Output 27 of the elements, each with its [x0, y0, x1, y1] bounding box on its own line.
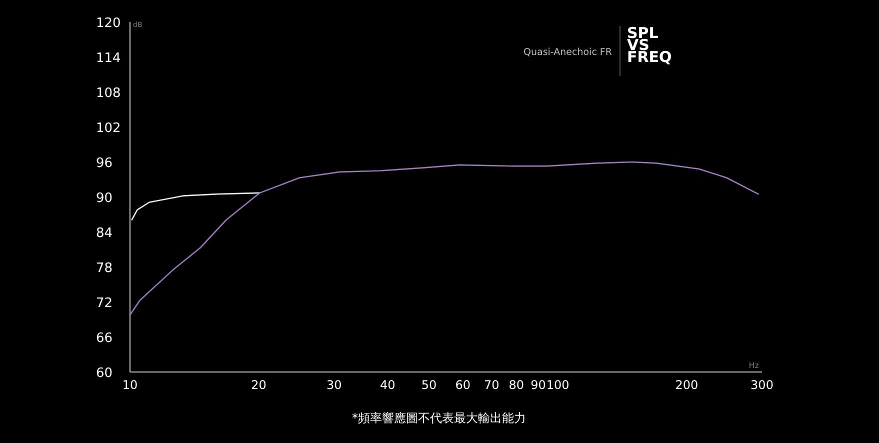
text: *頻率響應圖不代表最大輸出能力 [352, 411, 526, 425]
x-tick-label: 20 [251, 378, 266, 392]
x-tick-label: 300 [750, 378, 774, 392]
text: Quasi-Anechoic FR [524, 47, 612, 58]
y-tick-label: 120 [96, 16, 121, 31]
y-tick-label: 72 [96, 296, 113, 311]
y-tick-label: 66 [96, 331, 113, 346]
y-tick-label: 96 [96, 156, 113, 171]
x-tick-label: 80 [508, 378, 524, 392]
x-tick-label: 200 [675, 378, 698, 392]
y-tick-label: 108 [96, 86, 121, 101]
x-tick-label: 70 [484, 378, 500, 392]
y-tick-label: 78 [96, 261, 113, 276]
text: SPL VS FREQ [627, 24, 672, 66]
x-tick-label: 60 [455, 378, 471, 392]
x-tick-label: 90 [530, 378, 546, 392]
x-tick-label: 30 [326, 378, 342, 392]
y-tick-label: 114 [96, 51, 121, 66]
x-tick-label: 40 [380, 378, 396, 392]
x-axis-title: Hz [748, 361, 759, 370]
y-tick-label: 102 [96, 121, 121, 136]
x-tick-label: 10 [122, 378, 138, 392]
y-tick-label: 84 [96, 226, 113, 241]
y-tick-label: 90 [96, 191, 113, 206]
x-tick-label: 50 [421, 378, 437, 392]
y-tick-label: 60 [96, 366, 113, 381]
x-tick-label: 100 [546, 378, 570, 392]
